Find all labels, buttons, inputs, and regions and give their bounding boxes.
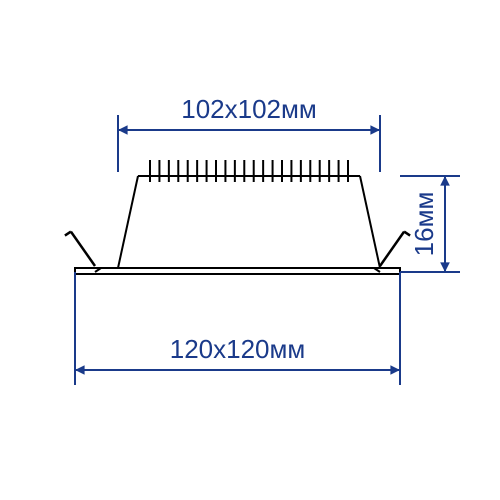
fixture-outline — [65, 160, 410, 274]
dim-label-right: 16мм — [409, 192, 439, 257]
dimension-drawing: 102х102мм 120х120мм 16мм — [0, 0, 500, 500]
dim-label-top: 102х102мм — [181, 94, 317, 124]
dim-label-bottom: 120х120мм — [170, 334, 306, 364]
dimension-labels: 102х102мм 120х120мм 16мм — [170, 94, 439, 364]
